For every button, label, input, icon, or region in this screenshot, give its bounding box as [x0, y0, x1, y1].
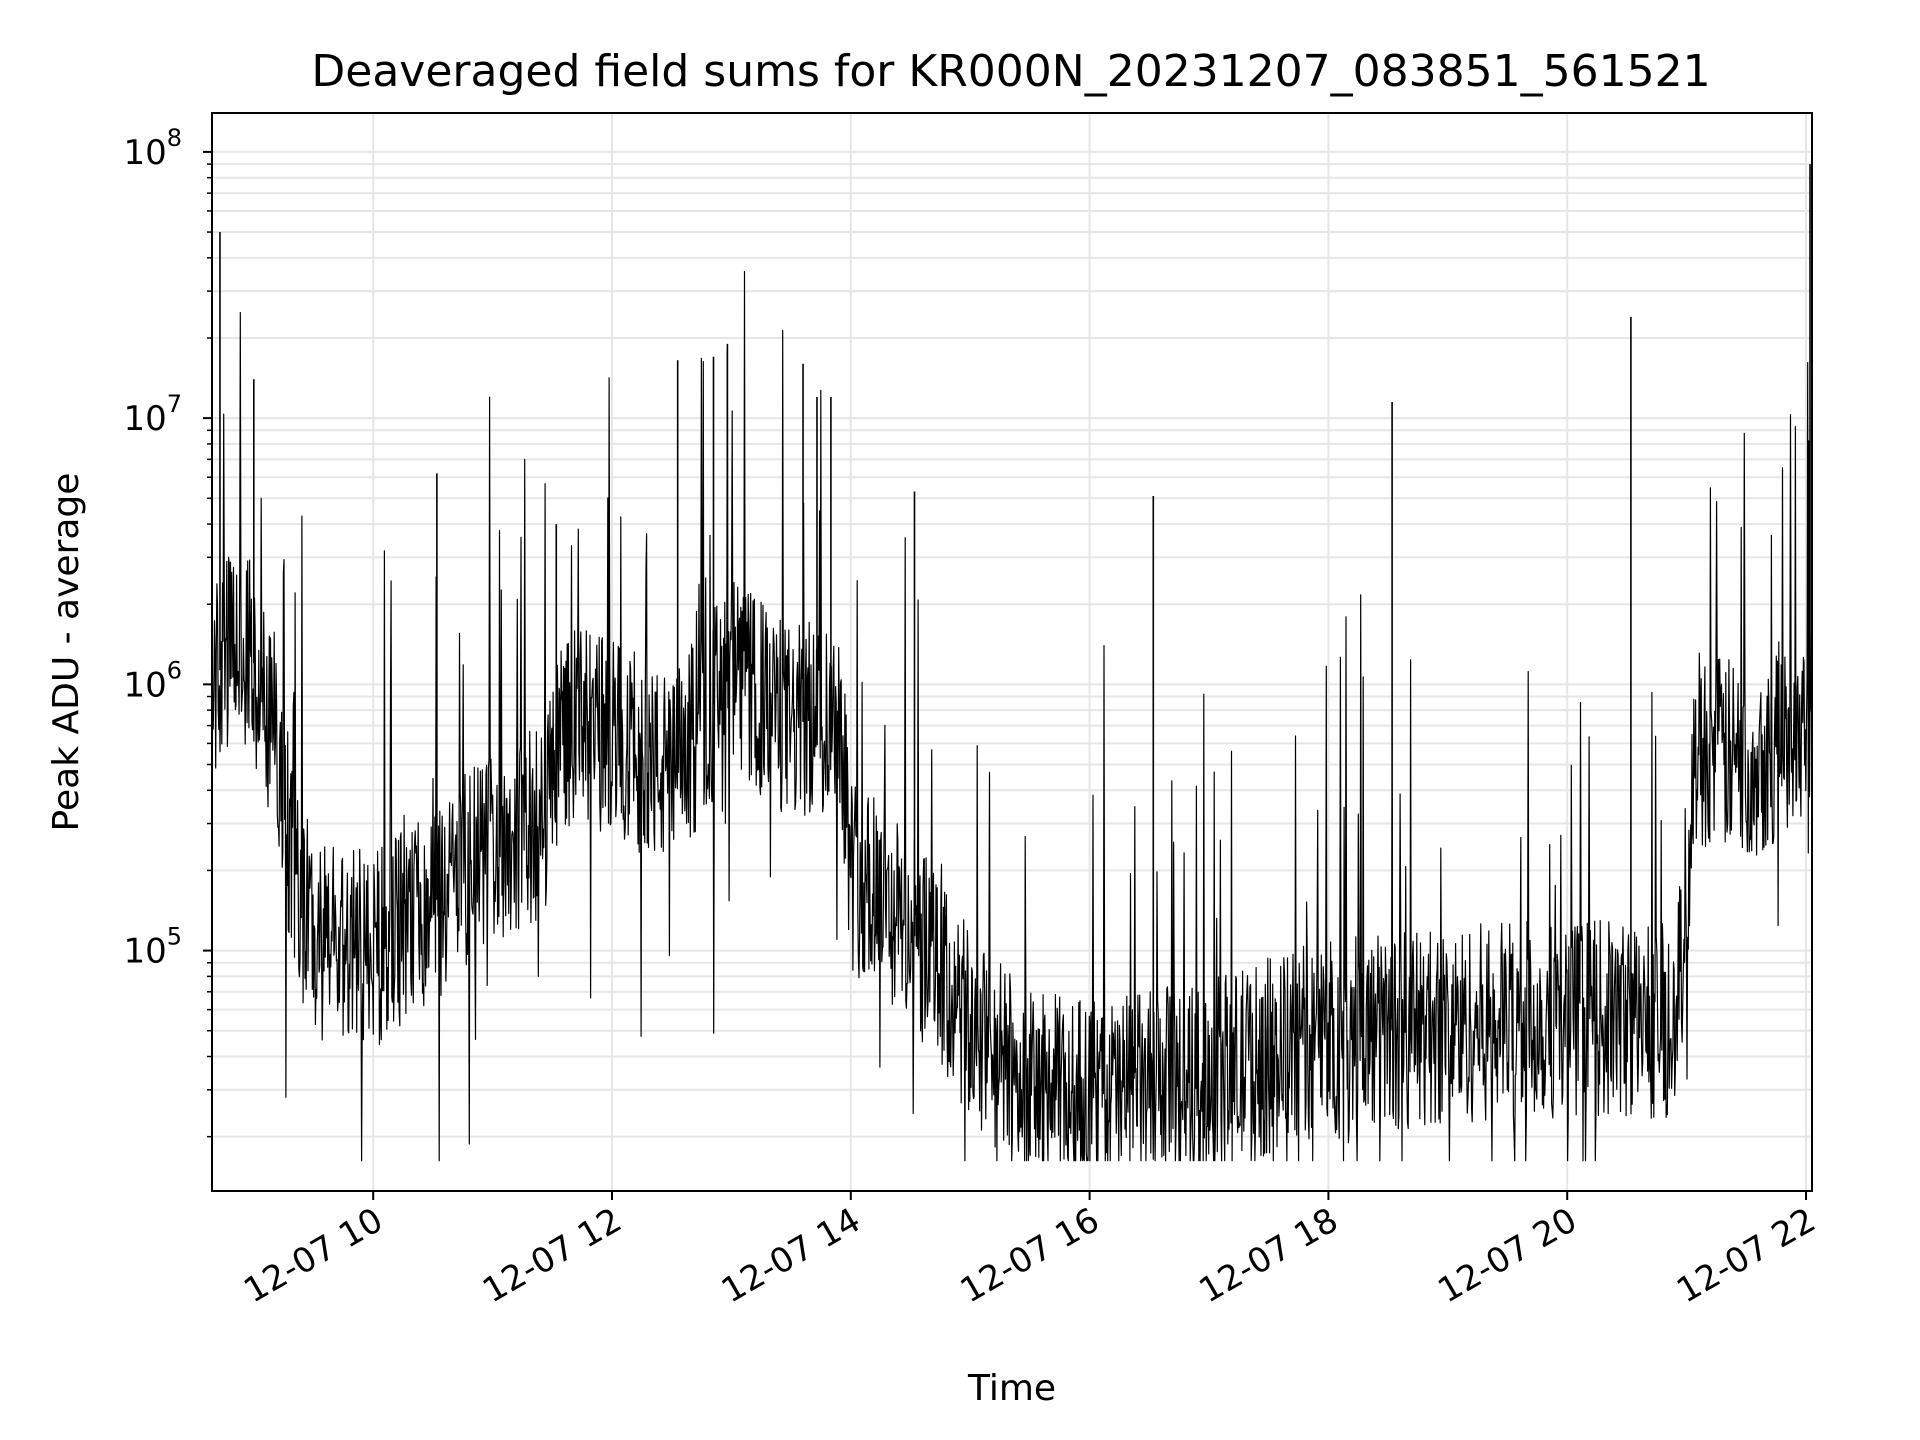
y-tick-label: 105 — [123, 923, 182, 972]
y-tick-label: 108 — [123, 124, 182, 173]
y-tick-label-exponent: 7 — [167, 390, 182, 418]
y-tick-label: 107 — [123, 390, 182, 439]
chart-title: Deaveraged field sums for KR000N_2023120… — [311, 46, 1710, 97]
y-axis-label: Peak ADU - average — [46, 473, 87, 832]
y-tick-label-base: 10 — [123, 665, 166, 705]
plot-frame — [211, 112, 1813, 1192]
y-tick-label: 106 — [123, 656, 182, 705]
data-layer — [211, 164, 1813, 1162]
y-tick-label-base: 10 — [123, 133, 166, 173]
x-axis-label: Time — [967, 1368, 1056, 1409]
series-line — [211, 270, 1813, 1162]
y-tick-label-exponent: 8 — [167, 124, 182, 152]
y-tick-label-exponent: 6 — [167, 656, 182, 684]
y-tick-label-exponent: 5 — [167, 923, 182, 951]
y-tick-label-base: 10 — [123, 399, 166, 439]
grid — [212, 113, 1812, 1191]
y-tick-label-base: 10 — [123, 932, 166, 972]
